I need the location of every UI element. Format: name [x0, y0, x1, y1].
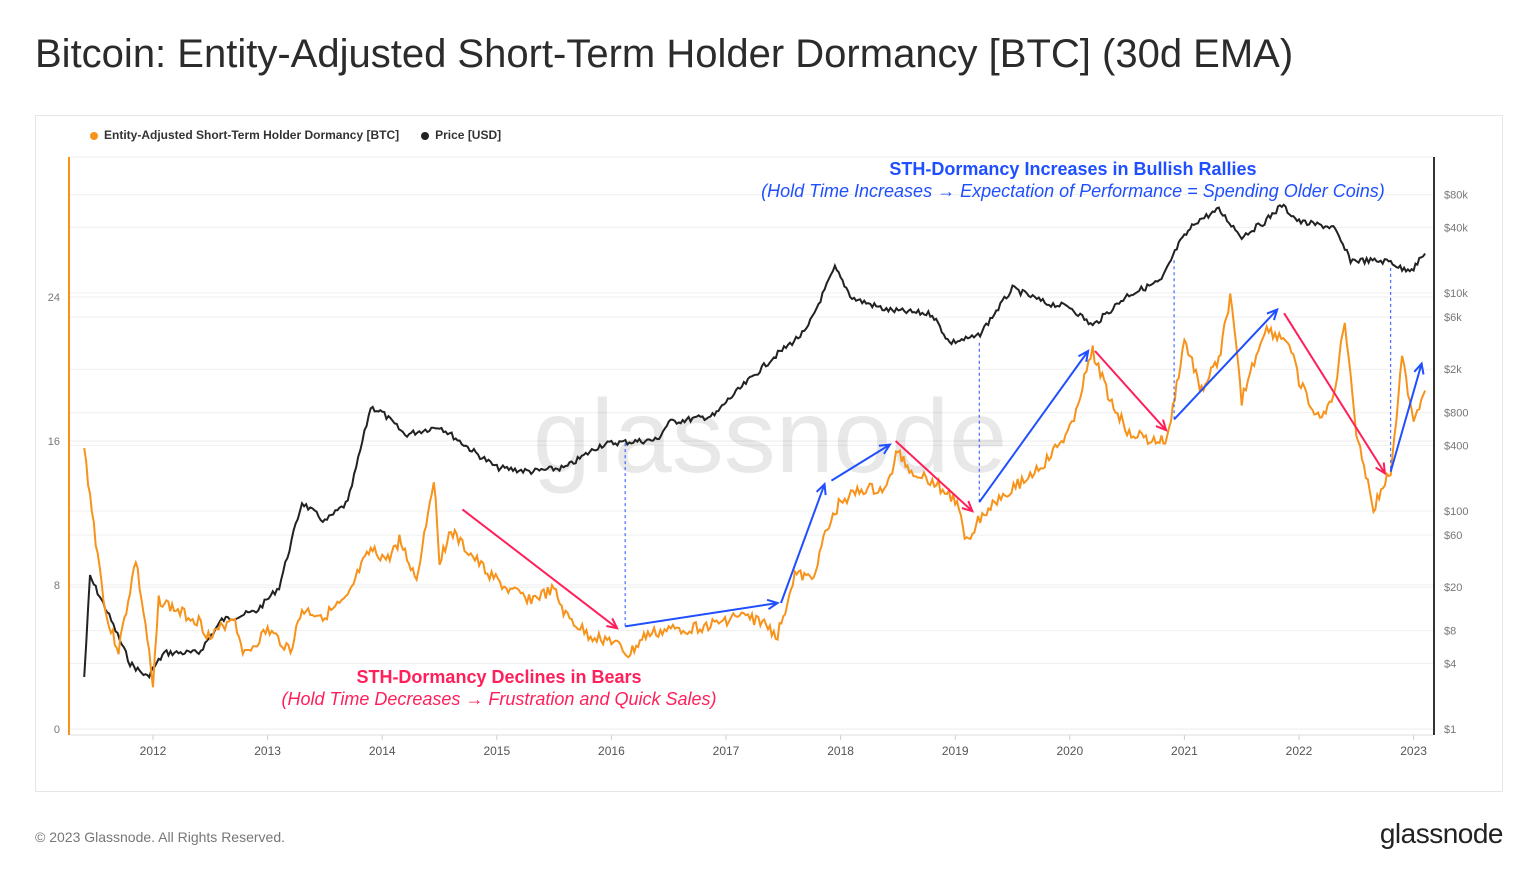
grid — [70, 156, 1433, 730]
chart-frame — [35, 115, 1503, 792]
bull-arrow-head-icon — [815, 482, 827, 496]
bull-arrow-head-icon — [878, 443, 892, 455]
annotations — [461, 260, 1425, 630]
left-axis-tick-label: 8 — [54, 580, 60, 592]
x-axis-tick-label: 2014 — [369, 744, 396, 758]
legend-dot-icon — [90, 131, 98, 140]
bull-annotation-title: STH-Dormancy Increases in Bullish Rallie… — [889, 159, 1256, 179]
page-title: Bitcoin: Entity-Adjusted Short-Term Hold… — [35, 32, 1294, 76]
bull-arrow-head-icon — [1077, 349, 1090, 363]
right-axis-tick-label: $400 — [1444, 440, 1468, 452]
bull-arrow — [1173, 308, 1278, 421]
legend-dot-icon — [421, 131, 430, 140]
bear-arrow-head-icon — [1155, 419, 1168, 432]
x-axis-tick-label: 2012 — [140, 744, 167, 758]
right-axis-tick-label: $4 — [1444, 658, 1456, 670]
x-axis-tick-label: 2020 — [1056, 744, 1083, 758]
watermark: glassnode — [533, 379, 1007, 495]
bear-arrow-head-icon — [606, 617, 619, 630]
x-axis-tick-label: 2022 — [1286, 744, 1313, 758]
bull-arrow — [625, 602, 778, 628]
legend-item-dormancy[interactable]: Entity-Adjusted Short-Term Holder Dorman… — [90, 128, 399, 142]
copyright: © 2023 Glassnode. All Rights Reserved. — [35, 829, 286, 845]
bull-arrow-head-icon — [1266, 307, 1279, 321]
right-axis-tick-label: $20 — [1444, 582, 1462, 594]
bear-annotation-subtitle: (Hold Time Decreases → Frustration and Q… — [282, 689, 717, 709]
right-axis-tick-label: $40k — [1444, 222, 1468, 234]
legend-label: Price [USD] — [435, 128, 502, 142]
right-axis-tick-label: $100 — [1444, 506, 1468, 518]
bear-arrow-head-icon — [1375, 462, 1387, 476]
bull-arrow-head-icon — [766, 598, 780, 611]
dormancy-line — [83, 293, 1427, 688]
bear-arrow — [1283, 312, 1386, 474]
right-axis-tick-label: $10k — [1444, 288, 1468, 300]
left-axis-tick-label: 24 — [48, 292, 60, 304]
x-axis-tick-label: 2016 — [598, 744, 625, 758]
x-axis-tick-label: 2015 — [483, 744, 510, 758]
x-axis-tick-label: 2017 — [713, 744, 740, 758]
right-axis-tick-label: $60 — [1444, 530, 1462, 542]
bear-arrow-head-icon — [961, 500, 975, 513]
right-axis-tick-label: $2k — [1444, 364, 1462, 376]
bull-arrow — [830, 443, 891, 482]
right-axis-tick-label: $1 — [1444, 724, 1456, 736]
left-axis-tick-label: 0 — [54, 724, 60, 736]
axes: $1 $4 $8 $20 $60 $100 $400 $800 $2k $6k $10k $40k $8… — [48, 157, 1468, 758]
bull-annotation-subtitle: (Hold Time Increases → Expectation of Pe… — [761, 181, 1385, 201]
left-axis-tick-label: 16 — [48, 436, 60, 448]
right-axis-tick-label: $8 — [1444, 626, 1456, 638]
bear-annotation-title: STH-Dormancy Declines in Bears — [356, 667, 641, 687]
bear-arrow — [894, 440, 974, 512]
legend-item-price[interactable]: Price [USD] — [421, 128, 501, 142]
bear-arrow — [1094, 350, 1167, 431]
x-axis-tick-label: 2023 — [1400, 744, 1427, 758]
x-axis-tick-label: 2013 — [254, 744, 281, 758]
legend: Entity-Adjusted Short-Term Holder Dorman… — [90, 128, 501, 142]
right-axis-tick-label: $80k — [1444, 190, 1468, 202]
legend-label: Entity-Adjusted Short-Term Holder Dorman… — [104, 128, 400, 142]
right-axis-tick-label: $800 — [1444, 408, 1468, 420]
brand-logo: glassnode — [1379, 818, 1504, 849]
series — [83, 203, 1427, 688]
x-axis-tick-label: 2021 — [1171, 744, 1198, 758]
right-axis-tick-label: $6k — [1444, 312, 1462, 324]
bull-arrow-head-icon — [1413, 361, 1425, 375]
x-axis-tick-label: 2018 — [827, 744, 854, 758]
x-axis-tick-label: 2019 — [942, 744, 969, 758]
bull-arrow — [780, 483, 826, 604]
bull-arrow — [1389, 363, 1423, 472]
price-line — [83, 203, 1426, 680]
bull-arrow — [978, 350, 1089, 503]
bear-arrow — [461, 508, 618, 629]
